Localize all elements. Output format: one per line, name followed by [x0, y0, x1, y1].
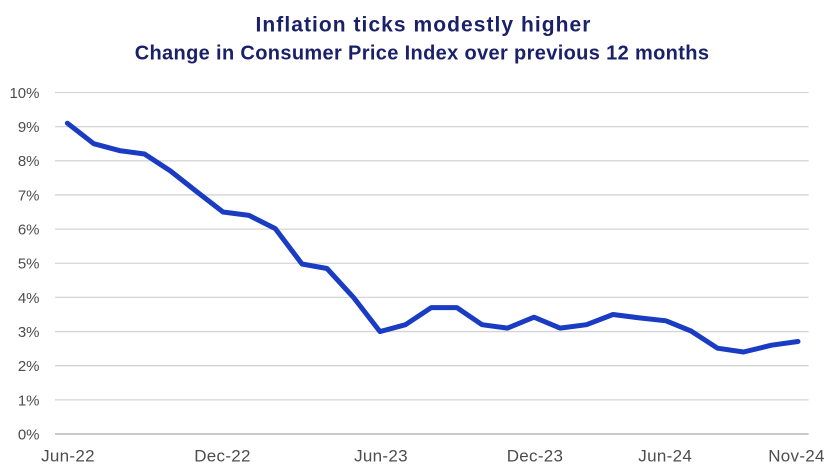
svg-text:0%: 0%	[18, 426, 40, 443]
svg-text:Jun-22: Jun-22	[41, 446, 95, 465]
svg-text:3%: 3%	[18, 324, 40, 341]
svg-text:Change in Consumer Price Index: Change in Consumer Price Index over prev…	[135, 43, 710, 65]
svg-text:9%: 9%	[18, 119, 40, 136]
svg-text:8%: 8%	[18, 153, 40, 170]
svg-text:Nov-24: Nov-24	[768, 446, 825, 465]
svg-text:Jun-24: Jun-24	[638, 446, 692, 465]
svg-text:4%: 4%	[18, 290, 40, 307]
svg-text:Dec-22: Dec-22	[194, 446, 251, 465]
svg-text:10%: 10%	[9, 85, 39, 102]
svg-text:5%: 5%	[18, 256, 40, 273]
svg-text:1%: 1%	[18, 392, 40, 409]
svg-text:Jun-23: Jun-23	[354, 446, 408, 465]
svg-text:2%: 2%	[18, 358, 40, 375]
svg-text:6%: 6%	[18, 222, 40, 239]
svg-text:Inflation ticks modestly highe: Inflation ticks modestly higher	[256, 14, 592, 37]
svg-text:7%: 7%	[18, 187, 40, 204]
svg-text:Dec-23: Dec-23	[507, 446, 564, 465]
